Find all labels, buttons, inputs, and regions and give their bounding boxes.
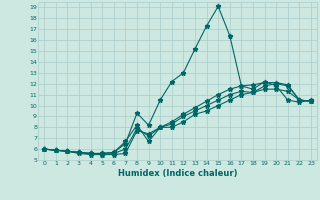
X-axis label: Humidex (Indice chaleur): Humidex (Indice chaleur) <box>118 169 237 178</box>
